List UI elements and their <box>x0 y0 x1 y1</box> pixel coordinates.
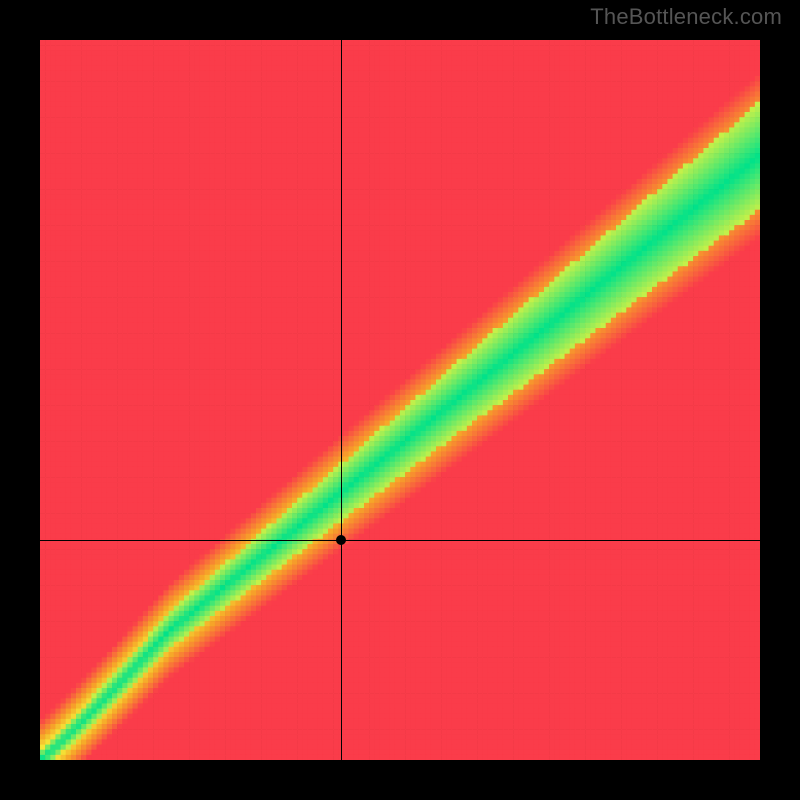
watermark-text: TheBottleneck.com <box>590 4 782 30</box>
crosshair-marker <box>336 535 346 545</box>
crosshair-vertical <box>341 40 342 760</box>
chart-frame: TheBottleneck.com <box>0 0 800 800</box>
bottleneck-heatmap <box>40 40 760 760</box>
plot-area <box>40 40 760 760</box>
crosshair-horizontal <box>40 540 760 541</box>
